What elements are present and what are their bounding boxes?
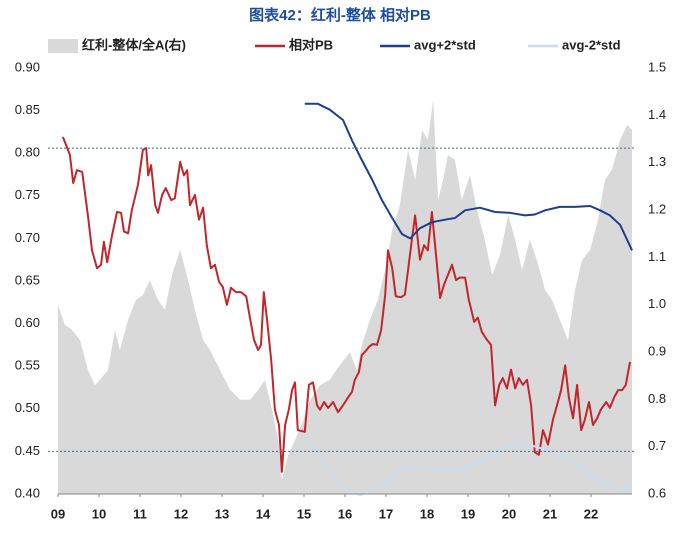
y-tick-label: 0.80 [15,145,40,160]
y-tick-label: 0.40 [15,485,40,500]
y-tick-label: 0.55 [15,358,40,373]
x-tick-label: 16 [338,506,352,521]
line [304,437,632,496]
y-tick-label: 0.70 [15,230,40,245]
x-tick-label: 15 [297,506,311,521]
y2-tick-label: 1.4 [648,107,666,122]
y-tick-label: 0.85 [15,102,40,117]
x-tick-label: 20 [502,506,516,521]
y2-tick-label: 0.7 [648,438,666,453]
legend-label: avg+2*std [414,37,476,52]
legend-label: avg-2*std [562,37,621,52]
legend-swatch [48,39,78,53]
line [61,136,631,473]
y2-tick-label: 1.1 [648,249,666,264]
y-tick-label: 0.50 [15,400,40,415]
x-tick-label: 10 [92,506,106,521]
x-tick-label: 18 [420,506,434,521]
x-tick-label: 12 [174,506,188,521]
line [304,102,633,251]
x-tick-label: 09 [51,506,65,521]
x-tick-label: 13 [215,506,229,521]
y-tick-label: 0.60 [15,315,40,330]
x-tick-label: 17 [379,506,393,521]
x-tick-label: 19 [461,506,475,521]
x-tick-label: 11 [133,506,147,521]
x-tick-label: 21 [543,506,557,521]
chart-title: 图表42：红利-整体 相对PB [249,6,431,24]
x-tick-label: 22 [584,506,598,521]
y-tick-label: 0.65 [15,272,40,287]
y2-tick-label: 1.0 [648,296,666,311]
legend-label: 相对PB [289,37,333,52]
x-tick-label: 14 [256,506,271,521]
y2-tick-label: 0.8 [648,391,666,406]
legend-label: 红利-整体/全A(右) [82,37,186,52]
y2-tick-label: 1.5 [648,59,666,74]
y2-tick-label: 0.6 [648,485,666,500]
y-tick-label: 0.45 [15,443,40,458]
y-tick-label: 0.75 [15,187,40,202]
area [58,100,632,494]
y2-tick-label: 1.2 [648,201,666,216]
y2-tick-label: 0.9 [648,343,666,358]
y2-tick-label: 1.3 [648,154,666,169]
y-tick-label: 0.90 [15,59,40,74]
